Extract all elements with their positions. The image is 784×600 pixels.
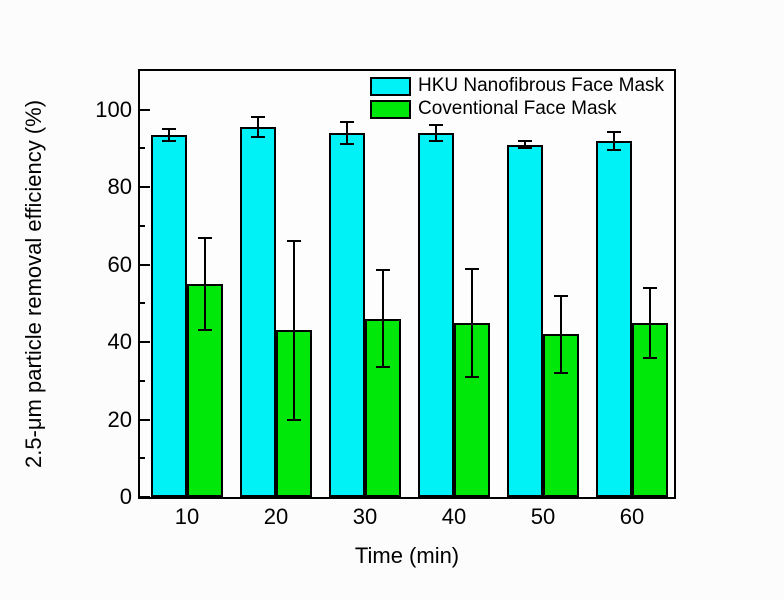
error-bar-cap-top [518, 139, 532, 142]
y-axis-major-tick [140, 263, 150, 266]
bar-hku-50min [507, 144, 543, 497]
error-bar-cap-bottom [251, 135, 265, 138]
y-axis-minor-tick [140, 224, 145, 227]
legend-entry-hku: HKU Nanofibrous Face Mask [370, 76, 664, 96]
error-bar-cap-bottom [162, 139, 176, 142]
legend-label-hku: HKU Nanofibrous Face Mask [418, 75, 665, 96]
bar-hku-40min [418, 132, 454, 497]
y-axis-tick-label: 40 [107, 329, 132, 355]
error-bar-cap-top [643, 286, 657, 289]
legend-swatch-conventional [370, 99, 411, 119]
error-bar-cap-bottom [643, 356, 657, 359]
error-bar-line [560, 295, 562, 374]
error-bar-cap-top [198, 236, 212, 239]
error-bar-cap-top [340, 121, 354, 124]
error-bar-cap-bottom [198, 329, 212, 332]
y-axis-major-tick [140, 108, 150, 111]
error-bar-cap-bottom [554, 372, 568, 375]
error-bar-cap-bottom [607, 148, 621, 151]
error-bar-cap-top [251, 116, 265, 119]
error-bar-line [649, 287, 651, 358]
bar-hku-20min [240, 127, 276, 497]
x-axis-tick-label: 10 [174, 504, 200, 529]
error-bar-line [471, 268, 473, 377]
bar-hku-30min [329, 132, 365, 497]
legend-swatch-hku [370, 76, 411, 96]
x-axis-title: Time (min) [354, 543, 460, 568]
y-axis-tick-label: 0 [119, 484, 132, 509]
error-bar-cap-bottom [429, 139, 443, 142]
error-bar-cap-bottom [518, 147, 532, 150]
error-bar-cap-top [429, 124, 443, 127]
y-axis-tick-label: 80 [107, 174, 132, 200]
error-bar-line [382, 270, 384, 368]
error-bar-cap-top [554, 294, 568, 297]
error-bar-line [524, 140, 526, 149]
x-axis-tick-label: 30 [352, 504, 378, 529]
y-axis-major-tick [140, 418, 150, 421]
error-bar-line [293, 241, 295, 420]
bar-hku-10min [151, 134, 187, 497]
error-bar-line [346, 122, 348, 144]
y-axis-minor-tick [140, 302, 145, 305]
y-axis-minor-tick [140, 457, 145, 460]
y-axis-tick-label: 20 [107, 406, 132, 432]
y-axis-major-tick [140, 496, 150, 498]
y-axis-minor-tick [140, 379, 145, 382]
error-bar-cap-bottom [340, 142, 354, 145]
bar-conventional-50min [543, 334, 579, 497]
error-bar-line [204, 237, 206, 331]
bar-conventional-10min [187, 284, 223, 497]
x-axis-tick-label: 60 [619, 504, 645, 529]
error-bar-cap-top [465, 267, 479, 270]
error-bar-cap-top [287, 240, 301, 243]
error-bar-line [613, 131, 615, 150]
y-axis-minor-tick [140, 147, 145, 150]
y-axis-tick-label: 60 [107, 251, 132, 277]
bar-hku-60min [596, 140, 632, 497]
x-axis-tick-label: 20 [263, 504, 289, 529]
y-axis-major-tick [140, 341, 150, 344]
error-bar-line [257, 117, 259, 137]
legend-entry-conventional: Coventional Face Mask [370, 99, 664, 119]
error-bar-cap-bottom [465, 375, 479, 378]
error-bar-line [168, 129, 170, 141]
x-axis-tick-label: 50 [530, 504, 556, 529]
error-bar-cap-bottom [287, 418, 301, 421]
legend: HKU Nanofibrous Face Mask Coventional Fa… [370, 76, 664, 119]
error-bar-cap-top [376, 269, 390, 272]
plot-area: 2.5-μm particle removal efficiency (%) T… [21, 69, 676, 568]
legend-label-conventional: Coventional Face Mask [418, 98, 617, 119]
error-bar-cap-top [607, 130, 621, 133]
y-axis-tick-label: 100 [95, 96, 132, 122]
x-axis-tick-label: 40 [441, 504, 467, 529]
error-bar-line [435, 125, 437, 141]
error-bar-cap-top [162, 128, 176, 131]
y-axis-major-tick [140, 186, 150, 189]
y-axis-title: 2.5-μm particle removal efficiency (%) [21, 99, 46, 469]
error-bar-cap-bottom [376, 366, 390, 369]
